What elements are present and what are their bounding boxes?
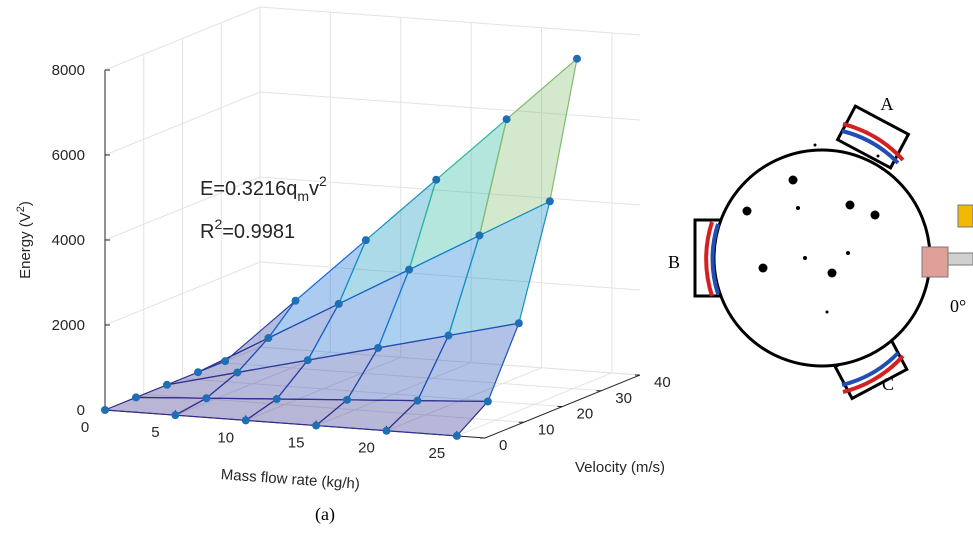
y-tick-label: 30 [615,390,632,407]
data-point [171,411,180,420]
arc-red [842,122,905,162]
data-point [382,426,391,435]
data-point [361,236,370,245]
z-label-text: Energy (V [17,212,34,279]
data-point [343,395,352,404]
data-point [163,380,171,389]
grid-line [104,176,261,241]
data-point [545,197,554,206]
surface-chart: E=0.3216qmv2 R2=0.9981 Mass flow rate (k… [15,6,671,493]
grid-line [104,261,261,326]
pipe-section [712,148,932,368]
data-point [444,331,453,340]
data-point [514,319,523,328]
grid-line [259,346,641,376]
x-tick-label: 5 [151,424,159,441]
grid-line [104,91,261,156]
grid-line [259,176,641,206]
arc-red [842,354,905,394]
arc-blue [841,351,900,387]
grid-line [456,372,613,437]
grid-line [259,6,641,36]
data-point [312,421,321,430]
data-point [572,54,581,63]
x-tick-label: 20 [358,440,375,457]
z-label-text: ) [17,201,34,206]
z-tick-label: 6000 [52,147,85,164]
yellow-block [957,204,973,228]
label-angle: 0° [950,296,966,316]
data-point [483,397,492,406]
y-tick-label: 40 [654,374,671,391]
y-tick-label: 10 [538,421,555,438]
r2-sup: 2 [214,216,222,232]
x-tick-label: 10 [217,429,234,446]
data-point [413,396,422,405]
x-tick-label: 15 [288,435,305,452]
data-point [432,175,441,184]
data-point [241,416,250,425]
eq-sup: 2 [319,173,327,189]
data-point [334,299,343,308]
data-point [502,115,511,124]
arc-red [704,221,714,297]
grid-line [182,378,563,407]
label-a: A [881,94,894,114]
data-point [475,231,484,240]
arc-blue [710,223,720,295]
z-label-sup: 2 [15,206,27,212]
data-point [272,395,281,404]
eq-sub: m [297,188,309,204]
grid-line [315,362,472,427]
r2-text: R [200,221,214,243]
data-point [303,356,312,365]
data-point [221,357,230,366]
data-point [374,343,383,352]
probe [921,246,949,278]
data-point [291,296,300,305]
x-tick-label: 0 [81,419,89,436]
label-b: B [668,252,680,272]
z-tick-label: 2000 [52,317,85,334]
r2-text: =0.9981 [222,221,295,243]
arc-blue [841,129,900,165]
grid-line [175,351,331,416]
data-point [101,406,109,414]
grid-line [221,362,602,392]
data-point [132,393,140,402]
grid-line [259,261,641,291]
x-axis-label: Mass flow rate (kg/h) [220,466,360,493]
data-point [405,265,414,274]
grid-line [245,356,401,421]
fit-equation: E=0.3216qmv2 [200,173,327,204]
eq-text: v [309,178,319,200]
eq-text: E=0.3216q [200,178,297,200]
sensor-diagram: A B C 0° [668,94,973,401]
particles [742,143,880,314]
z-tick-label: 0 [77,402,85,419]
label-c: C [882,374,894,394]
data-point [194,368,202,377]
data-point [202,394,211,403]
data-point [233,368,242,377]
r-squared: R2=0.9981 [200,216,295,243]
y-axis-label: Velocity (m/s) [575,459,665,476]
data-point [264,334,273,343]
grid-line [386,367,542,432]
grid-line [259,91,641,121]
y-tick-label: 0 [499,437,507,454]
grid-line [104,6,261,71]
z-axis-label: Energy (V2) [15,201,34,279]
y-tick-label: 20 [577,406,594,423]
z-tick-label: 4000 [52,232,85,249]
z-tick-label: 8000 [52,62,85,79]
caption: (a) [315,504,335,525]
data-point [452,431,461,440]
x-tick-label: 25 [429,445,446,462]
